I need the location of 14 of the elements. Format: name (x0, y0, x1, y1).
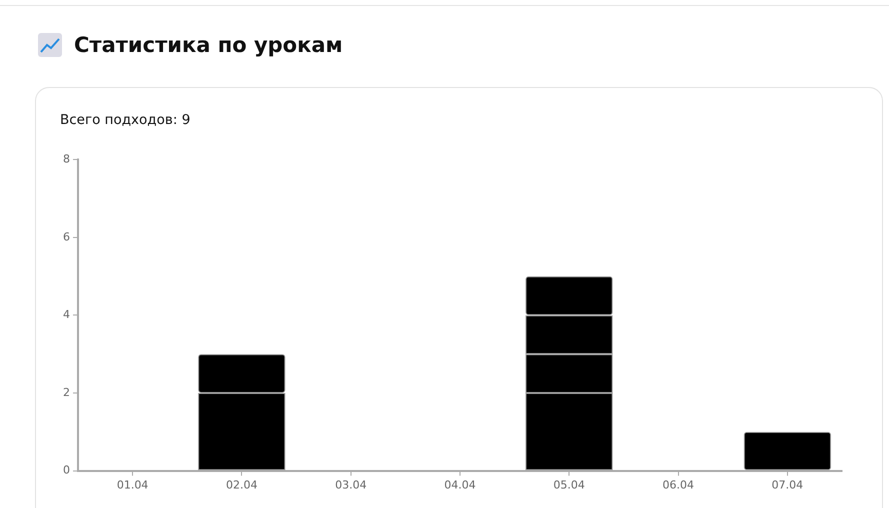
chart-title: Статистика по урокам (74, 33, 343, 57)
y-tick-label: 6 (63, 230, 70, 244)
x-tick-label: 07.04 (772, 478, 804, 492)
y-tick-label: 4 (63, 308, 70, 322)
x-tick-label: 01.04 (116, 478, 148, 492)
x-tick-label: 06.04 (662, 478, 694, 492)
chart-subtitle: Всего подходов: 9 (60, 112, 190, 128)
y-tick-label: 2 (63, 386, 70, 399)
y-tick-label: 8 (63, 152, 70, 166)
y-tick-label: 0 (63, 464, 70, 477)
x-tick-label: 02.04 (226, 478, 258, 492)
x-tick-label: 04.04 (444, 478, 476, 492)
x-tick-label: 05.04 (553, 478, 585, 492)
x-tick-label: 03.04 (335, 478, 367, 492)
